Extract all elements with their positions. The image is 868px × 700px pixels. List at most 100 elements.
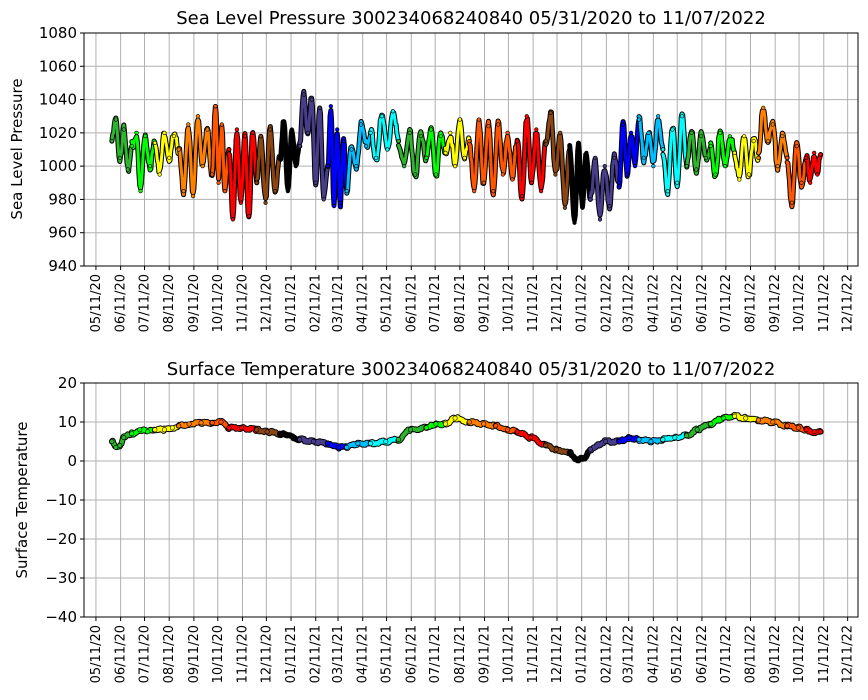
data-point	[466, 419, 472, 425]
data-point	[359, 122, 364, 127]
x-tick-label: 05/11/20	[89, 625, 104, 683]
data-point	[250, 130, 255, 135]
data-point	[588, 197, 593, 202]
data-point	[713, 172, 718, 177]
data-point	[514, 429, 520, 435]
series-trace-lime	[709, 129, 737, 179]
data-point	[209, 420, 215, 426]
x-tick-label: 02/11/21	[309, 625, 324, 683]
data-point	[765, 139, 771, 144]
data-point	[205, 127, 210, 132]
data-point	[505, 130, 510, 135]
data-point	[679, 114, 685, 119]
data-point	[656, 114, 661, 119]
data-point	[254, 180, 259, 185]
data-point	[636, 117, 642, 122]
y-tick-label: 980	[48, 190, 77, 208]
x-tick-label: 01/11/22	[575, 625, 590, 683]
y-tick-label: 960	[48, 224, 77, 242]
data-point	[109, 139, 114, 144]
data-point	[210, 172, 215, 177]
data-point	[684, 164, 689, 169]
data-point	[616, 438, 622, 444]
data-point	[584, 150, 589, 155]
data-point	[195, 114, 200, 119]
data-point	[121, 435, 127, 441]
data-point	[407, 427, 413, 433]
data-point	[597, 217, 603, 222]
data-point	[413, 172, 418, 177]
data-point	[495, 122, 501, 127]
series-trace-yellow	[733, 136, 760, 179]
data-point	[626, 435, 632, 441]
data-point	[675, 180, 680, 185]
data-point	[433, 421, 439, 427]
data-point	[572, 220, 577, 225]
data-point	[811, 429, 817, 435]
data-point	[328, 104, 333, 109]
data-point	[383, 438, 389, 444]
data-point	[548, 110, 553, 115]
data-point	[562, 205, 568, 210]
data-point	[543, 442, 549, 448]
data-point	[297, 437, 303, 443]
data-point	[390, 109, 396, 114]
series-trace-red	[227, 131, 259, 220]
x-tick-label: 09/11/20	[187, 274, 202, 332]
data-point	[789, 200, 795, 205]
x-tick-label: 03/11/21	[331, 274, 346, 332]
x-tick-label: 09/11/22	[768, 274, 783, 332]
x-tick-label: 11/11/22	[817, 625, 832, 683]
x-tick-label: 12/11/22	[841, 274, 856, 332]
data-point	[603, 438, 609, 444]
data-point	[396, 437, 402, 443]
data-point	[720, 415, 726, 421]
data-point	[519, 194, 525, 199]
data-point	[799, 180, 804, 185]
series-trace-darkorange	[467, 118, 519, 197]
x-tick-label: 01/11/21	[284, 274, 299, 332]
x-tick-label: 04/11/21	[356, 274, 371, 332]
series-trace-orange	[757, 109, 789, 172]
data-point	[742, 134, 747, 139]
x-tick-label: 11/11/20	[236, 625, 251, 683]
x-tick-label: 10/11/22	[792, 625, 807, 683]
data-point	[746, 172, 752, 177]
data-point	[751, 139, 756, 144]
data-point	[134, 130, 139, 135]
data-point	[438, 134, 443, 139]
data-point	[486, 124, 491, 129]
x-tick-label: 05/11/21	[380, 274, 395, 332]
data-point	[708, 144, 713, 149]
series-trace-darkorange	[210, 105, 231, 193]
y-tick-label: −10	[45, 491, 77, 509]
data-point	[218, 419, 224, 425]
data-point	[651, 164, 656, 169]
data-point	[448, 130, 453, 135]
data-point	[418, 134, 423, 139]
y-tick-label: −40	[45, 608, 77, 626]
data-point	[770, 419, 776, 425]
data-point	[553, 172, 558, 177]
data-point	[665, 189, 670, 194]
x-tick-label: 12/11/20	[259, 274, 274, 332]
data-point	[171, 134, 177, 139]
data-point	[213, 104, 218, 109]
series-trace-lime	[129, 427, 157, 437]
x-tick-label: 06/11/20	[114, 274, 129, 332]
data-point	[567, 147, 572, 152]
x-tick-label: 09/11/21	[478, 274, 493, 332]
data-point	[443, 150, 448, 155]
chart-title: Surface Temperature 300234068240840 05/3…	[167, 359, 776, 380]
data-point	[297, 144, 302, 149]
data-point	[238, 200, 243, 205]
x-tick-label: 08/11/20	[162, 274, 177, 332]
data-point	[684, 433, 690, 439]
data-point	[289, 127, 294, 132]
data-point	[722, 164, 728, 169]
y-axis-label: Sea Level Pressure	[8, 78, 26, 219]
data-point	[200, 164, 205, 169]
series-trace-black	[567, 447, 593, 463]
y-tick-label: 940	[48, 257, 77, 275]
